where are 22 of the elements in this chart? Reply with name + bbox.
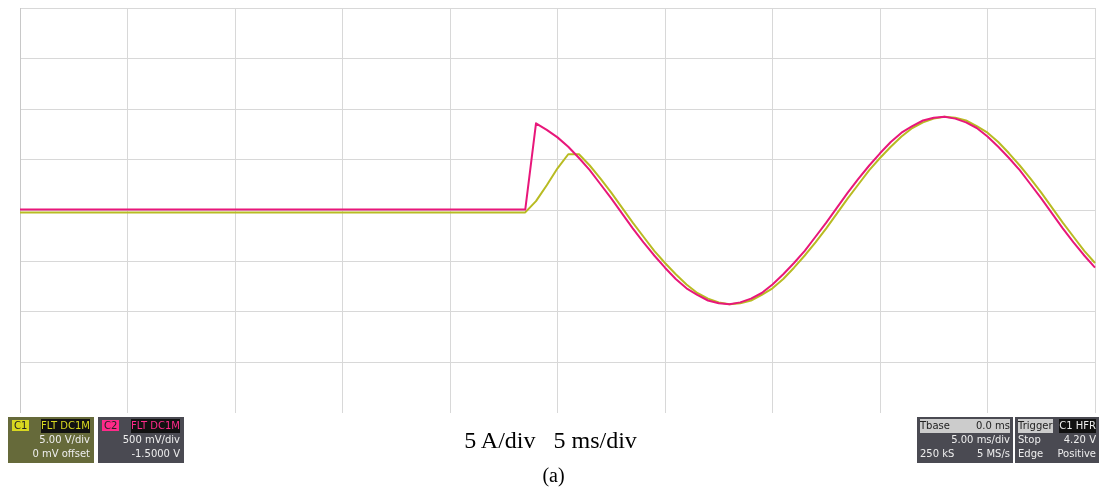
text: 5.00 V/div [38,433,90,447]
text: 5.00 ms/div [950,433,1010,447]
text: 4.20 V [1063,433,1096,447]
text: (a) [541,463,566,487]
text: 5 A/div 5 ms/div [463,426,638,454]
text: Positive [1057,447,1096,461]
text: 250 kS [920,447,955,461]
text: Stop [1018,433,1041,447]
text: Trigger [1018,419,1053,433]
text: HFR [1075,420,1096,431]
text: C1 [12,420,30,431]
text: FLT DC1M [131,419,180,433]
text: -1.5000 V [130,447,180,461]
text: Edge [1018,447,1044,461]
text: 5 MS/s [976,447,1010,461]
text: C1 [1059,420,1073,431]
text: FLT DC1M [41,419,90,433]
text: Tbase [920,419,950,433]
text: C2 [102,420,120,431]
text: 0.0 ms [975,419,1010,433]
text: 0 mV offset [31,447,90,461]
text: 500 mV/div [121,433,180,447]
